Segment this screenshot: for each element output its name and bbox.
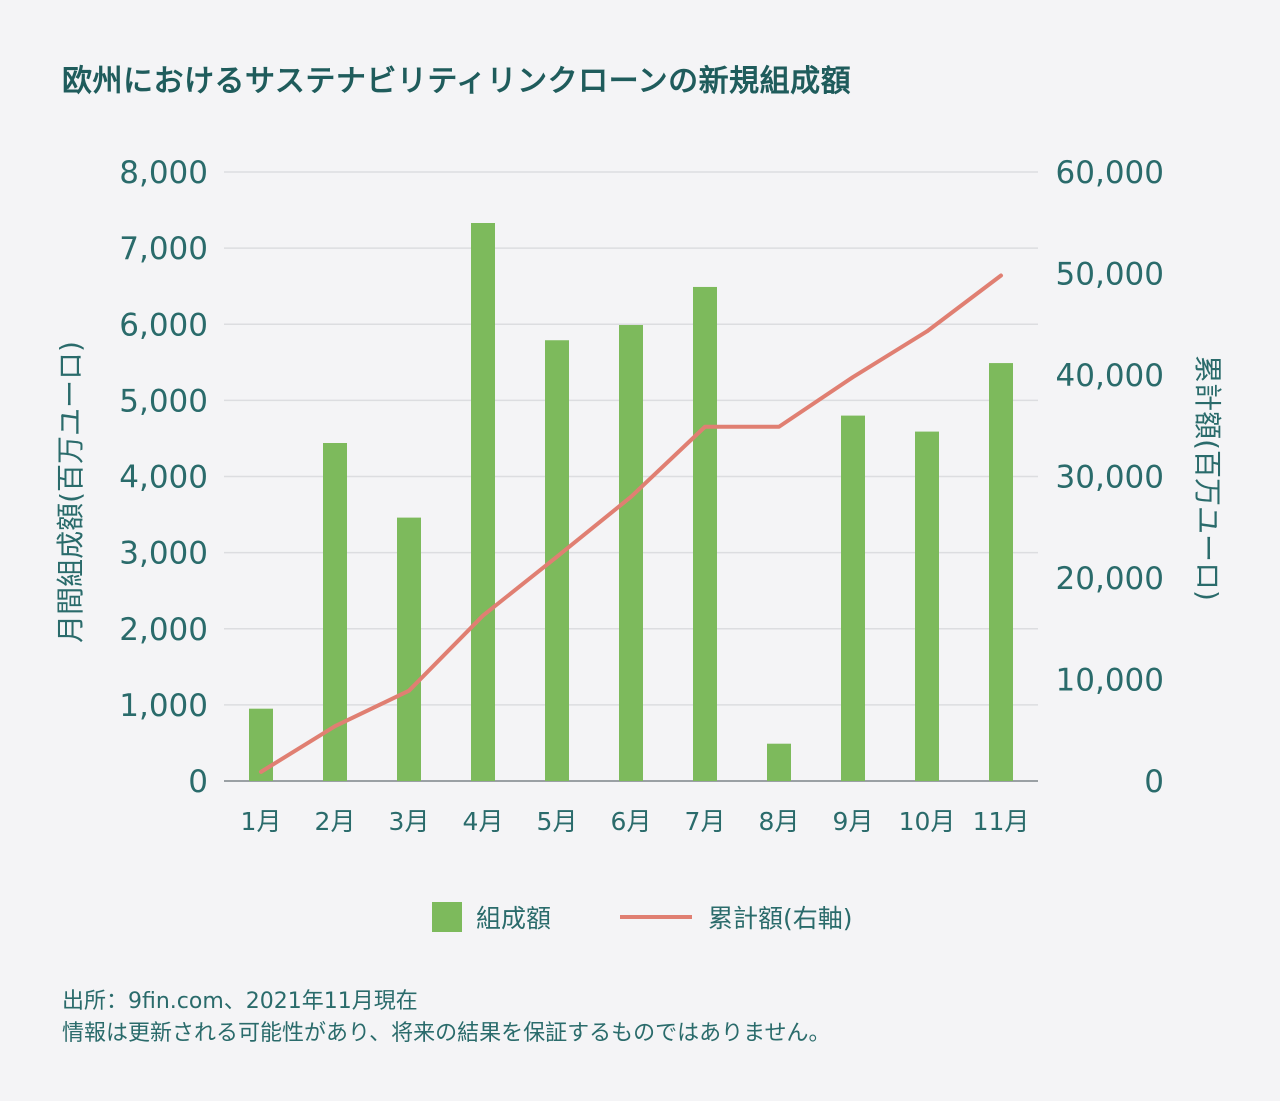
bar xyxy=(619,325,643,781)
x-tick-label: 11月 xyxy=(973,807,1030,836)
right-tick-label: 20,000 xyxy=(1056,561,1164,597)
x-tick-label: 2月 xyxy=(315,807,356,836)
left-tick-label: 1,000 xyxy=(119,688,208,724)
x-tick-label: 7月 xyxy=(685,807,726,836)
bar-series xyxy=(249,223,1013,781)
bar xyxy=(841,415,865,781)
x-tick-label: 8月 xyxy=(759,807,800,836)
source-line-2: 情報は更新される可能性があり、将来の結果を保証するものではありません。 xyxy=(62,1021,831,1046)
legend-bar-label: 組成額 xyxy=(476,904,551,933)
bar xyxy=(767,743,791,781)
right-tick-label: 0 xyxy=(1144,764,1164,800)
left-tick-label: 4,000 xyxy=(119,460,208,496)
left-tick-label: 3,000 xyxy=(119,536,208,572)
right-axis-label: 累計額(百万ユーロ) xyxy=(1191,355,1224,601)
bar xyxy=(545,340,569,781)
chart-title: 欧州におけるサステナビリティリンクローンの新規組成額 xyxy=(62,64,852,99)
cumulative-line xyxy=(259,273,1003,774)
x-axis: 1月 2月 3月 4月 5月 6月 7月 8月 9月 10月 11月 xyxy=(241,807,1030,836)
line-series xyxy=(259,273,1003,774)
right-tick-label: 10,000 xyxy=(1056,663,1164,699)
bar xyxy=(397,517,421,781)
right-tick-label: 50,000 xyxy=(1056,257,1164,293)
bar xyxy=(693,286,717,781)
left-tick-label: 0 xyxy=(188,764,208,800)
x-tick-label: 4月 xyxy=(463,807,504,836)
left-tick-label: 8,000 xyxy=(119,155,208,191)
left-axis-label: 月間組成額(百万ユーロ) xyxy=(54,341,87,643)
right-tick-label: 60,000 xyxy=(1056,155,1164,191)
right-axis: 0 10,000 20,000 30,000 40,000 50,000 60,000 xyxy=(1056,155,1164,800)
bar xyxy=(471,223,495,781)
x-tick-label: 1月 xyxy=(241,807,282,836)
left-tick-label: 5,000 xyxy=(119,383,208,419)
x-tick-label: 3月 xyxy=(389,807,430,836)
legend-line-label: 累計額(右軸) xyxy=(708,904,853,933)
bar xyxy=(915,431,939,781)
x-tick-label: 10月 xyxy=(899,807,956,836)
legend: 組成額 累計額(右軸) xyxy=(432,902,853,933)
bar xyxy=(989,363,1013,781)
left-axis: 0 1,000 2,000 3,000 4,000 5,000 6,000 7,000 8,00… xyxy=(119,155,208,800)
left-tick-label: 6,000 xyxy=(119,307,208,343)
right-tick-label: 40,000 xyxy=(1056,358,1164,394)
left-tick-label: 7,000 xyxy=(119,231,208,267)
left-tick-label: 2,000 xyxy=(119,612,208,648)
x-tick-label: 6月 xyxy=(611,807,652,836)
source-note: 出所：9fin.com、2021年11月現在 情報は更新される可能性があり、将来… xyxy=(62,986,830,1050)
source-line-1: 出所：9fin.com、2021年11月現在 xyxy=(62,989,418,1014)
x-tick-label: 9月 xyxy=(833,807,874,836)
x-tick-label: 5月 xyxy=(537,807,578,836)
legend-bar-swatch xyxy=(432,902,462,932)
right-tick-label: 30,000 xyxy=(1056,460,1164,496)
